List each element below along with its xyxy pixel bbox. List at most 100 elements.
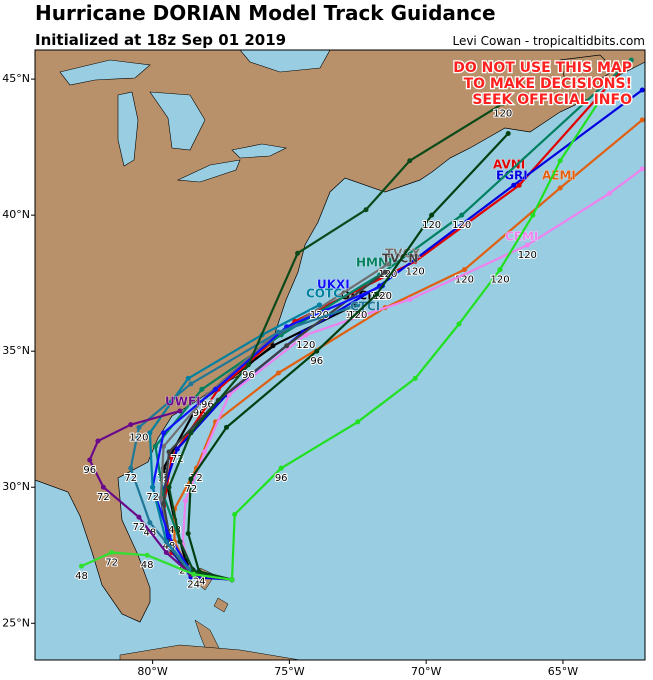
track-point <box>109 550 115 556</box>
model-label: EGRI <box>496 169 528 183</box>
lake-huron <box>149 91 206 151</box>
hour-label: 24 <box>193 577 206 588</box>
hour-label: 120 <box>490 275 509 286</box>
track-line <box>167 102 504 581</box>
hour-label: 72 <box>185 484 198 495</box>
hour-label: 120 <box>406 266 425 277</box>
track-point <box>407 296 413 302</box>
hour-label: 96 <box>275 473 288 484</box>
map-frame <box>34 49 646 661</box>
track-point <box>166 449 172 455</box>
hour-label: 120 <box>493 109 512 120</box>
track-point <box>355 302 361 308</box>
track-point <box>639 87 645 93</box>
hour-label: 48 <box>141 560 154 571</box>
hour-label: 48 <box>75 571 88 582</box>
model-label: TVCN <box>382 252 418 266</box>
track-point <box>161 430 167 436</box>
cape-breton <box>559 54 616 86</box>
track-point <box>245 362 251 368</box>
hour-label: 96 <box>83 465 96 476</box>
y-tick-label: 45°N <box>2 72 30 85</box>
subtitle: Initialized at 18z Sep 01 2019 <box>35 31 286 49</box>
track-point <box>429 212 435 218</box>
track-point <box>166 484 172 490</box>
model-label: UKXI <box>317 278 350 292</box>
model-label: CEMI <box>505 230 538 244</box>
track-point <box>144 552 150 558</box>
track-point <box>79 563 85 569</box>
track-point <box>128 422 134 428</box>
credit: Levi Cowan - tropicaltidbits.com <box>452 34 645 48</box>
track-point <box>316 302 322 308</box>
hour-label: 120 <box>296 340 315 351</box>
track-point <box>188 430 194 436</box>
hour-label: 72 <box>146 492 159 503</box>
track-point <box>177 408 183 414</box>
track-point <box>270 343 276 349</box>
track-point <box>557 185 563 191</box>
track-line <box>159 89 643 581</box>
track-point <box>87 457 93 463</box>
track-point <box>598 95 604 101</box>
hour-label: 120 <box>310 310 329 321</box>
track-point <box>456 321 462 327</box>
warning: DO NOT USE THIS MAP TO MAKE DECISIONS! S… <box>452 59 633 110</box>
track-point <box>284 343 290 349</box>
model-label: AVNI <box>493 158 525 172</box>
track-point <box>500 101 506 107</box>
x-tick-label: 70°W <box>411 665 441 678</box>
model-label: UWFI <box>165 395 201 409</box>
track-point <box>185 375 191 381</box>
hour-label: 72 <box>124 473 137 484</box>
track-point <box>628 57 634 63</box>
hour-label: 120 <box>452 220 471 231</box>
track-point <box>355 419 361 425</box>
model-label: AEMI <box>542 169 576 183</box>
track-point <box>166 533 172 539</box>
track-point <box>199 386 205 392</box>
track-point <box>147 430 153 436</box>
track-point <box>185 530 191 536</box>
track-line <box>230 97 603 580</box>
track-point <box>385 261 391 267</box>
track-point <box>95 438 101 444</box>
track-point <box>202 449 208 455</box>
title: Hurricane DORIAN Model Track Guidance <box>35 1 496 25</box>
track-point <box>407 158 413 164</box>
track-point <box>295 250 301 256</box>
track-point <box>163 550 169 556</box>
model-label: COTC <box>306 287 342 301</box>
tracks: 24487296120OFCI120AVNI72120EGRI72120AEMI… <box>74 57 645 591</box>
hour-label: 120 <box>129 432 148 443</box>
track-point <box>382 269 388 275</box>
track-point <box>363 207 369 213</box>
lake-erie <box>176 159 241 183</box>
basemap: 24487296120OFCI120AVNI72120EGRI72120AEMI… <box>35 50 645 660</box>
track-point <box>275 329 281 335</box>
hudson-bay <box>239 50 331 73</box>
x-tick-label: 75°W <box>274 665 304 678</box>
track-point <box>213 386 219 392</box>
track-point <box>191 571 197 577</box>
track-point <box>461 267 467 273</box>
hour-label: 72 <box>133 522 146 533</box>
track-point <box>188 381 194 387</box>
cuba <box>119 644 301 660</box>
y-tick-label: 35°N <box>2 344 30 357</box>
track-point <box>232 511 238 517</box>
track-point <box>161 501 167 507</box>
track-point <box>177 539 183 545</box>
track-point <box>223 424 229 430</box>
track-point <box>530 212 536 218</box>
hour-label: 24 <box>187 579 200 590</box>
track-point <box>374 291 380 297</box>
track-point <box>275 370 281 376</box>
y-tick-label: 25°N <box>2 616 30 629</box>
track-point <box>229 577 235 583</box>
track-point <box>136 424 142 430</box>
track-point <box>412 375 418 381</box>
track-point <box>639 117 645 123</box>
track-point <box>606 190 612 196</box>
